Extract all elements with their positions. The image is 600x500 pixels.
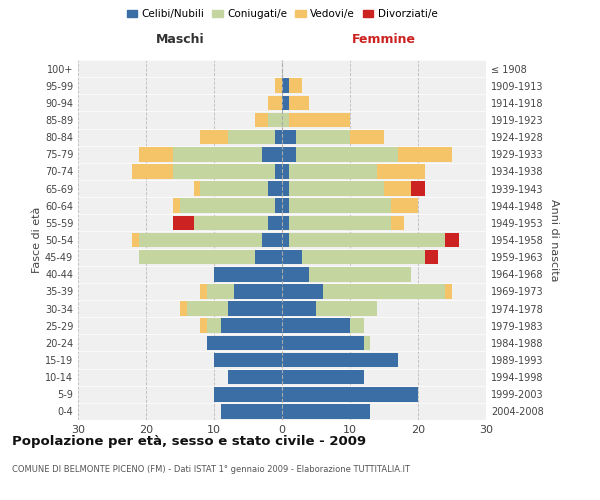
Bar (227, 302, 282, 316)
Bar (282, 130, 296, 144)
Bar (282, 267, 309, 281)
Bar (445, 284, 452, 298)
Bar (296, 130, 350, 144)
Bar (200, 182, 268, 196)
Bar (275, 78, 282, 93)
Bar (323, 284, 445, 298)
Bar (364, 336, 370, 350)
Bar (200, 284, 207, 298)
Bar (377, 164, 425, 178)
Bar (268, 112, 282, 128)
Bar (302, 250, 425, 264)
Bar (282, 232, 289, 248)
Y-axis label: Anni di nascita: Anni di nascita (549, 198, 559, 281)
Bar (282, 96, 289, 110)
Bar (268, 96, 282, 110)
Bar (289, 216, 391, 230)
Bar (391, 216, 404, 230)
Bar (282, 164, 289, 178)
Bar (133, 164, 173, 178)
Bar (316, 302, 377, 316)
Bar (289, 112, 350, 128)
Bar (214, 352, 282, 368)
Bar (282, 318, 350, 333)
Bar (235, 284, 282, 298)
Bar (282, 112, 289, 128)
Bar (194, 182, 200, 196)
Bar (282, 336, 364, 350)
Bar (282, 352, 398, 368)
Bar (282, 284, 323, 298)
Bar (282, 78, 289, 93)
Bar (350, 130, 384, 144)
Bar (262, 147, 282, 162)
Bar (275, 198, 282, 213)
Bar (425, 250, 439, 264)
Bar (268, 182, 282, 196)
Text: Popolazione per età, sesso e stato civile - 2009: Popolazione per età, sesso e stato civil… (12, 435, 366, 448)
Bar (350, 318, 364, 333)
Bar (262, 232, 282, 248)
Bar (289, 164, 377, 178)
Text: Femmine: Femmine (352, 34, 416, 46)
Bar (173, 164, 275, 178)
Bar (268, 216, 282, 230)
Bar (282, 182, 289, 196)
Bar (207, 284, 235, 298)
Bar (289, 96, 309, 110)
Bar (194, 216, 268, 230)
Bar (200, 130, 227, 144)
Bar (207, 336, 282, 350)
Bar (207, 318, 221, 333)
Bar (139, 232, 262, 248)
Bar (398, 147, 452, 162)
Bar (282, 198, 289, 213)
Bar (180, 198, 275, 213)
Bar (255, 112, 268, 128)
Bar (173, 147, 262, 162)
Bar (275, 164, 282, 178)
Bar (289, 182, 384, 196)
Bar (391, 198, 418, 213)
Bar (282, 302, 316, 316)
Bar (227, 370, 282, 384)
Bar (282, 387, 418, 402)
Bar (296, 147, 398, 162)
Bar (221, 318, 282, 333)
Bar (411, 182, 425, 196)
Bar (139, 147, 173, 162)
Bar (173, 198, 180, 213)
Bar (200, 318, 207, 333)
Bar (445, 232, 459, 248)
Bar (282, 216, 289, 230)
Bar (139, 250, 255, 264)
Bar (255, 250, 282, 264)
Bar (289, 232, 445, 248)
Y-axis label: Fasce di età: Fasce di età (32, 207, 42, 273)
Bar (309, 267, 411, 281)
Bar (214, 267, 282, 281)
Bar (221, 404, 282, 418)
Bar (275, 130, 282, 144)
Bar (282, 147, 296, 162)
Text: Maschi: Maschi (155, 34, 205, 46)
Legend: Celibi/Nubili, Coniugati/e, Vedovi/e, Divorziati/e: Celibi/Nubili, Coniugati/e, Vedovi/e, Di… (122, 5, 442, 24)
Bar (282, 250, 302, 264)
Bar (180, 302, 187, 316)
Bar (384, 182, 411, 196)
Bar (214, 387, 282, 402)
Bar (289, 78, 302, 93)
Bar (133, 232, 139, 248)
Bar (173, 216, 194, 230)
Bar (289, 198, 391, 213)
Text: COMUNE DI BELMONTE PICENO (FM) - Dati ISTAT 1° gennaio 2009 - Elaborazione TUTTI: COMUNE DI BELMONTE PICENO (FM) - Dati IS… (12, 465, 410, 474)
Bar (227, 130, 275, 144)
Bar (187, 302, 227, 316)
Bar (282, 404, 370, 418)
Bar (282, 370, 364, 384)
